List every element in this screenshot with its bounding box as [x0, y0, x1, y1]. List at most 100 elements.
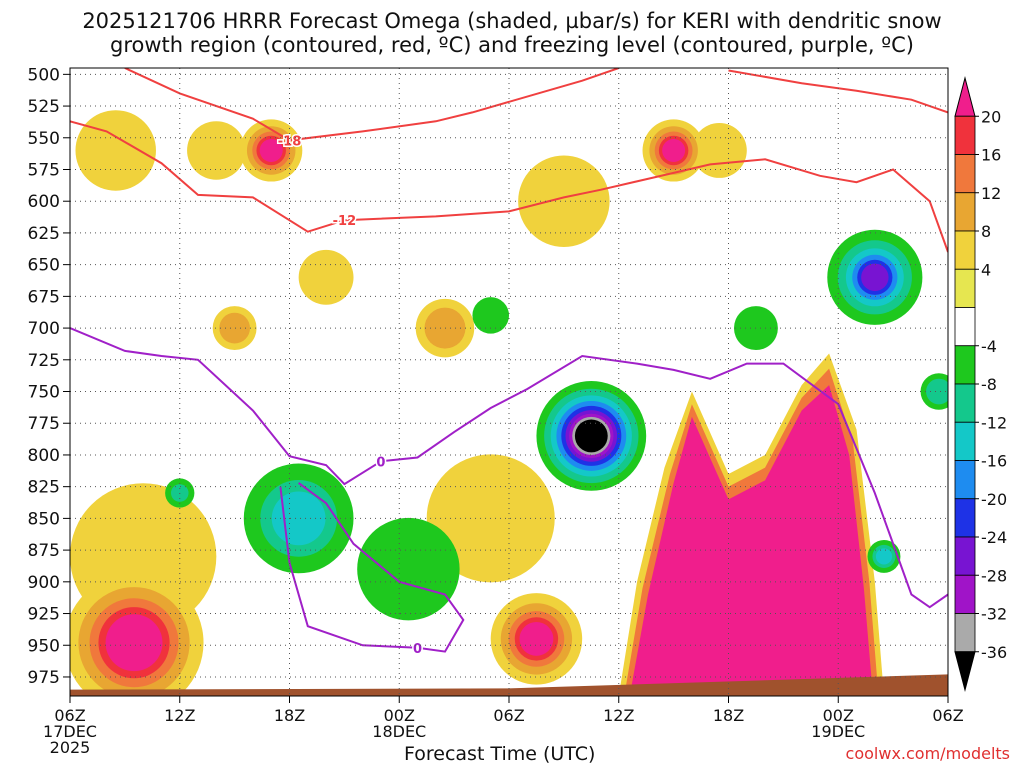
x-tick-label: 00Z	[384, 706, 415, 725]
yellow-17dec-col	[298, 249, 354, 305]
omega-contour-ascent-17dec-evening	[271, 491, 326, 546]
omega-contour-ascent-17dec-upper-green	[472, 297, 510, 334]
x-tick-date: 18DEC	[372, 722, 426, 741]
omega-contour-yellow-18dec-top	[518, 155, 610, 247]
colorbar-label: 12	[981, 184, 1001, 203]
y-tick-label: 500	[28, 65, 60, 85]
yellow-18dec-mid	[415, 298, 475, 358]
y-tick-label: 650	[28, 256, 60, 276]
descent-low-18dec-morning	[490, 593, 583, 685]
colorbar-top-arrow	[954, 76, 976, 117]
y-tick-label: 725	[28, 351, 60, 371]
colorbar-swatch	[954, 192, 976, 232]
omega-contour-yellow-17dec-col	[298, 249, 354, 305]
colorbar-label: 20	[981, 107, 1001, 126]
colorbar-swatch	[954, 460, 976, 500]
yellow-17dec-upper	[75, 110, 156, 191]
descent-low-17dec-morning	[70, 573, 204, 696]
colorbar-label: 16	[981, 146, 1001, 165]
colorbar-swatch	[954, 268, 976, 308]
omega-contour-descent-top-17dec	[259, 138, 283, 162]
chart-title-line-2: growth region (contoured, red, ºC) and f…	[110, 33, 914, 57]
x-tick-label: 12Z	[603, 706, 634, 725]
colorbar-label: -28	[981, 566, 1007, 585]
x-tick-date: 19DEC	[811, 722, 865, 741]
ascent-19dec-b	[920, 373, 948, 410]
x-tick-label: 12Z	[164, 706, 195, 725]
colorbar-swatch	[954, 154, 976, 194]
omega-contour-ascent-19dec	[861, 263, 889, 292]
x-tick-year: 2025	[50, 738, 91, 757]
colorbar-label: 8	[981, 222, 991, 241]
colorbar-bottom-arrow	[954, 651, 976, 692]
colorbar-swatch	[954, 536, 976, 576]
y-tick-label: 550	[28, 129, 60, 149]
descent-top-18dec	[642, 119, 705, 182]
colorbar-swatch	[954, 230, 976, 270]
colorbar-swatch	[954, 345, 976, 385]
x-tick-date: 17DEC	[43, 722, 97, 741]
contour-dgz-minus-12-upper	[728, 69, 948, 114]
descent-low-18dec-evening	[618, 353, 884, 696]
y-tick-label: 925	[28, 605, 60, 625]
colorbar-label: -36	[981, 643, 1007, 662]
colorbar-swatch	[954, 574, 976, 614]
colorbar-swatch	[954, 421, 976, 461]
y-tick-label: 775	[28, 414, 60, 434]
colorbar-label: -24	[981, 528, 1007, 547]
x-tick-label: 06Z	[932, 706, 963, 725]
x-tick-label: 06Z	[54, 706, 85, 725]
chart-title-line-1: 2025121706 HRRR Forecast Omega (shaded, …	[82, 9, 942, 33]
omega-contour-yellow-18dec-top-b	[691, 123, 747, 178]
colorbar-label: -12	[981, 413, 1007, 432]
y-tick-label: 900	[28, 573, 60, 593]
colorbar-swatch	[954, 115, 976, 155]
y-tick-label: 675	[28, 287, 60, 307]
colorbar-label: -20	[981, 490, 1007, 509]
descent-top-17dec	[240, 119, 303, 182]
contour-dgz-minus-12	[70, 120, 948, 253]
omega-contour-ascent-core-18dec	[574, 419, 608, 453]
y-tick-label: 600	[28, 192, 60, 212]
y-axis: 500 525 550 575 600 625 650 675 700 725 750 775 800 8…	[28, 65, 70, 688]
colorbar-label: -32	[981, 605, 1007, 624]
colorbar-label: -16	[981, 452, 1007, 471]
y-tick-label: 625	[28, 224, 60, 244]
yellow-18dec-top-b	[691, 123, 747, 178]
omega-contour-descent-top-18dec	[662, 138, 686, 162]
y-tick-label: 950	[28, 636, 60, 656]
omega-contour-dome-pink	[629, 385, 874, 696]
contour-label: 0	[413, 642, 422, 657]
colorbar-label: -4	[981, 337, 997, 356]
y-tick-label: 800	[28, 446, 60, 466]
omega-contour-yellow-17dec-mid	[187, 121, 246, 180]
ascent-19dec-low	[867, 539, 901, 573]
x-tick-label: 18Z	[713, 706, 744, 725]
x-tick-label: 18Z	[274, 706, 305, 725]
colorbar-label: 4	[981, 260, 991, 279]
colorbar-swatch	[954, 613, 976, 653]
omega-contour-ascent-19dec-b	[926, 378, 948, 405]
contour-freezing-level-lower-loop	[279, 482, 465, 653]
x-tick-label: 00Z	[823, 706, 854, 725]
ascent-18dec-green	[357, 517, 460, 621]
y-tick-label: 825	[28, 478, 60, 498]
y-tick-label: 700	[28, 319, 60, 339]
y-tick-label: 750	[28, 383, 60, 403]
yellow-17dec-mid	[187, 121, 246, 180]
y-tick-label: 525	[28, 97, 60, 117]
credit-link[interactable]: coolwx.com/modelts	[845, 744, 1010, 763]
ascent-core-18dec	[536, 381, 647, 491]
colorbar-swatch	[954, 498, 976, 538]
contour-label: -18	[278, 134, 302, 149]
contour-dgz-minus-18	[124, 68, 620, 142]
omega-contour-ascent-18dec-green	[357, 517, 460, 621]
y-tick-label: 850	[28, 509, 60, 529]
colorbar-label: -8	[981, 375, 997, 394]
y-tick-label: 575	[28, 160, 60, 180]
contour-label: -12	[333, 214, 357, 229]
omega-contour-yellow-18dec-mid	[424, 307, 466, 349]
y-tick-label: 975	[28, 668, 60, 688]
